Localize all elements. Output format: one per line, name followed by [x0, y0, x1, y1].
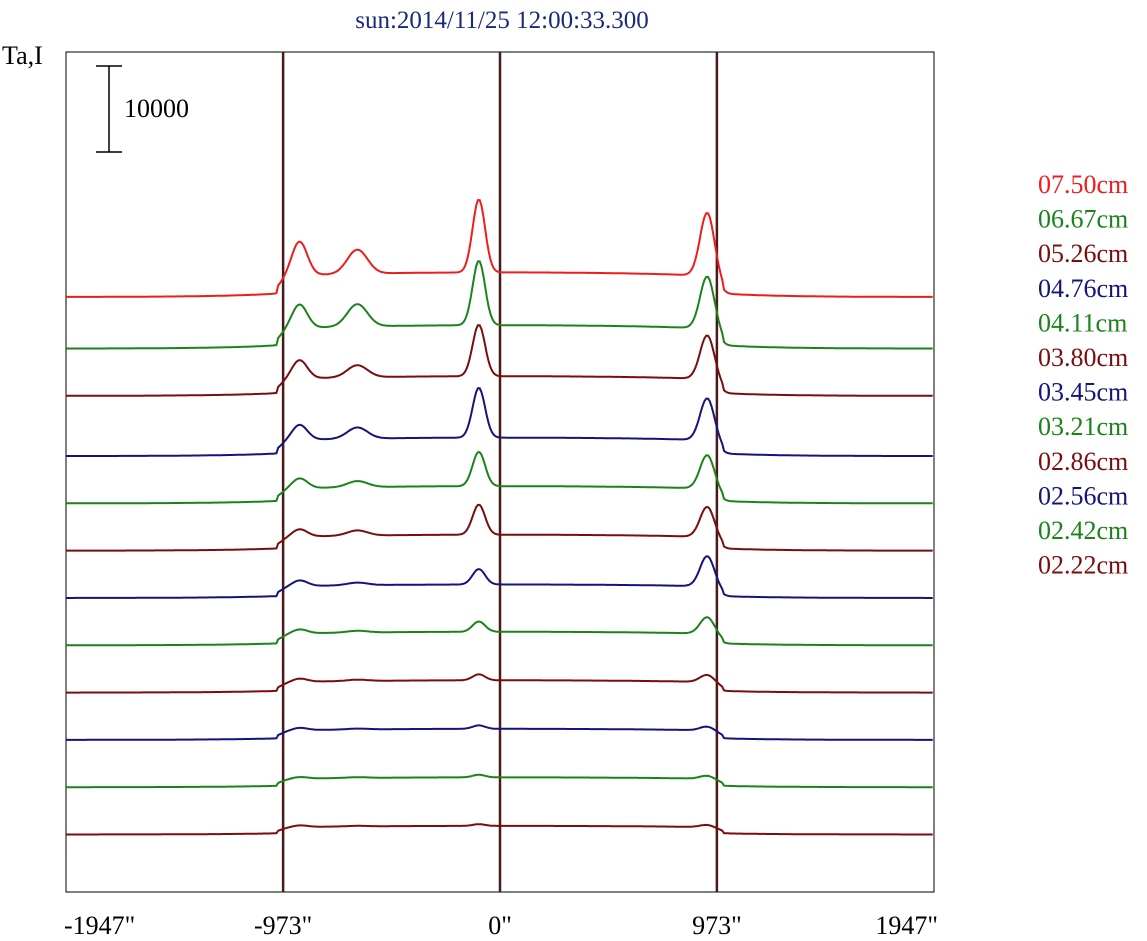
legend: 07.50cm 06.67cm 05.26cm 04.76cm 04.11cm 03.80…	[1038, 170, 1128, 580]
legend-entry-8: 02.86cm	[1038, 447, 1128, 476]
series-line-11	[66, 823, 933, 836]
series-line-8	[66, 673, 933, 694]
legend-entry-6: 03.45cm	[1038, 378, 1128, 407]
scale-bar: 10000	[96, 65, 189, 153]
series-line-9	[66, 724, 933, 741]
x-tick-label-0: -1947"	[64, 911, 135, 940]
series-line-0	[66, 199, 933, 298]
legend-entry-10: 02.42cm	[1038, 516, 1128, 545]
y-axis-label: Ta,I	[2, 41, 43, 70]
x-tick-label-3: 973"	[692, 911, 742, 940]
series-line-7	[66, 616, 933, 647]
legend-entry-4: 04.11cm	[1038, 308, 1127, 337]
x-tick-label-1: -973"	[254, 911, 312, 940]
series-line-5	[66, 503, 933, 552]
legend-entry-1: 06.67cm	[1038, 205, 1128, 234]
series-line-10	[66, 773, 933, 789]
scale-bar-label: 10000	[124, 94, 189, 123]
x-tick-label-2: 0"	[488, 911, 512, 940]
series-line-4	[66, 451, 933, 505]
legend-entry-7: 03.21cm	[1038, 412, 1128, 441]
legend-entry-0: 07.50cm	[1038, 170, 1128, 199]
legend-entry-11: 02.22cm	[1038, 551, 1128, 580]
reference-lines	[281, 52, 719, 892]
legend-entry-3: 04.76cm	[1038, 274, 1128, 303]
series-line-3	[66, 387, 933, 457]
legend-entry-5: 03.80cm	[1038, 343, 1128, 372]
chart-title: sun:2014/11/25 12:00:33.300	[355, 7, 649, 34]
series-line-2	[66, 324, 933, 397]
legend-entry-2: 05.26cm	[1038, 239, 1128, 268]
x-tick-labels: -1947" -973" 0" 973" 1947"	[64, 911, 938, 940]
legend-entry-9: 02.56cm	[1038, 481, 1128, 510]
x-tick-label-4: 1947"	[875, 911, 938, 940]
series-line-6	[66, 555, 933, 599]
series-curves	[66, 199, 933, 836]
series-line-1	[66, 260, 933, 350]
